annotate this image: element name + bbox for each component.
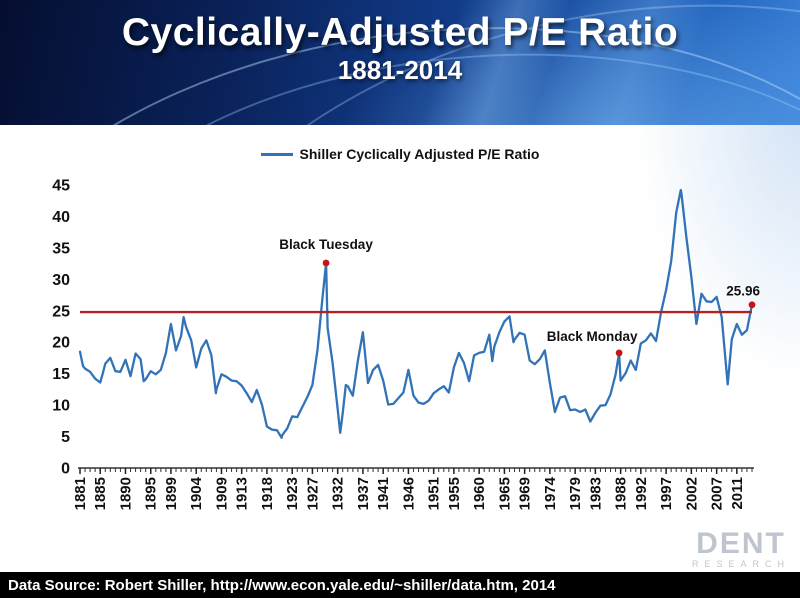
marker-black-monday (615, 349, 623, 357)
x-axis-label: 1895 (143, 477, 160, 510)
y-axis-label: 40 (52, 209, 70, 226)
x-axis-label: 1979 (567, 477, 584, 510)
x-axis-label: 1946 (400, 477, 417, 510)
x-axis-label: 1937 (355, 477, 372, 510)
marker-25-96 (748, 301, 756, 309)
x-axis-label: 2007 (709, 477, 726, 510)
y-axis-label: 10 (52, 398, 70, 415)
x-axis-label: 1997 (658, 477, 675, 510)
footer-bar: Data Source: Robert Shiller, http://www.… (0, 572, 800, 598)
x-axis-label: 1983 (587, 477, 604, 510)
x-axis-label: 1890 (117, 477, 134, 510)
x-axis-label: 1913 (234, 477, 251, 510)
dent-research-logo: DENT RESEARCH (692, 529, 790, 569)
y-axis-label: 30 (52, 272, 70, 289)
y-axis-label: 45 (52, 178, 70, 195)
x-axis-label: 2011 (729, 477, 746, 510)
marker-black-tuesday (322, 259, 330, 267)
x-axis-label: 1974 (542, 476, 559, 510)
cape-line-chart: 1881 1885 1890 1895 1899 1904 1909 1913 1918 1923… (52, 178, 760, 511)
annotation-black-tuesday: Black Tuesday (279, 237, 373, 252)
x-axis-label: 2002 (683, 477, 700, 510)
cape-ratio-line (78, 188, 754, 439)
dent-logo-text: DENT (696, 527, 786, 560)
y-axis-label: 15 (52, 366, 70, 383)
annotation-25-96: 25.96 (726, 284, 760, 299)
x-axis-label: 1992 (633, 477, 650, 510)
x-axis-label: 1885 (92, 477, 109, 510)
slide-title: Cyclically-Adjusted P/E Ratio (121, 11, 679, 54)
x-axis-label: 1960 (471, 477, 488, 510)
x-axis-label: 1904 (188, 476, 205, 510)
annotation-black-monday: Black Monday (547, 329, 638, 344)
chart-area: Shiller Cyclically Adjusted P/E Ratio 18… (0, 125, 800, 572)
x-axis-label: 1969 (517, 477, 534, 510)
x-axis-label: 1923 (284, 477, 301, 510)
x-axis-label: 1881 (72, 477, 89, 510)
x-axis-label: 1927 (304, 477, 321, 510)
x-axis-label: 1951 (426, 477, 443, 510)
dent-logo-subtext: RESEARCH (691, 559, 790, 569)
y-axis-label: 20 (52, 335, 70, 352)
x-axis-label: 1965 (496, 477, 513, 510)
y-axis-label: 0 (61, 461, 70, 478)
slide-subtitle: 1881-2014 (337, 55, 463, 85)
x-axis-label: 1918 (259, 477, 276, 510)
y-axis-label: 5 (61, 429, 70, 446)
y-axis-label: 25 (52, 303, 70, 320)
x-axis-label: 1932 (330, 477, 347, 510)
x-axis-label: 1941 (375, 477, 392, 510)
x-axis-label: 1955 (446, 477, 463, 510)
x-axis-label: 1909 (213, 477, 230, 510)
y-axis-label: 35 (52, 240, 70, 257)
x-axis-label: 1899 (163, 477, 180, 510)
x-axis-label: 1988 (613, 477, 630, 510)
data-source-text: Data Source: Robert Shiller, http://www.… (8, 576, 556, 594)
header-banner: Cyclically-Adjusted P/E Ratio 1881-2014 (0, 0, 800, 125)
